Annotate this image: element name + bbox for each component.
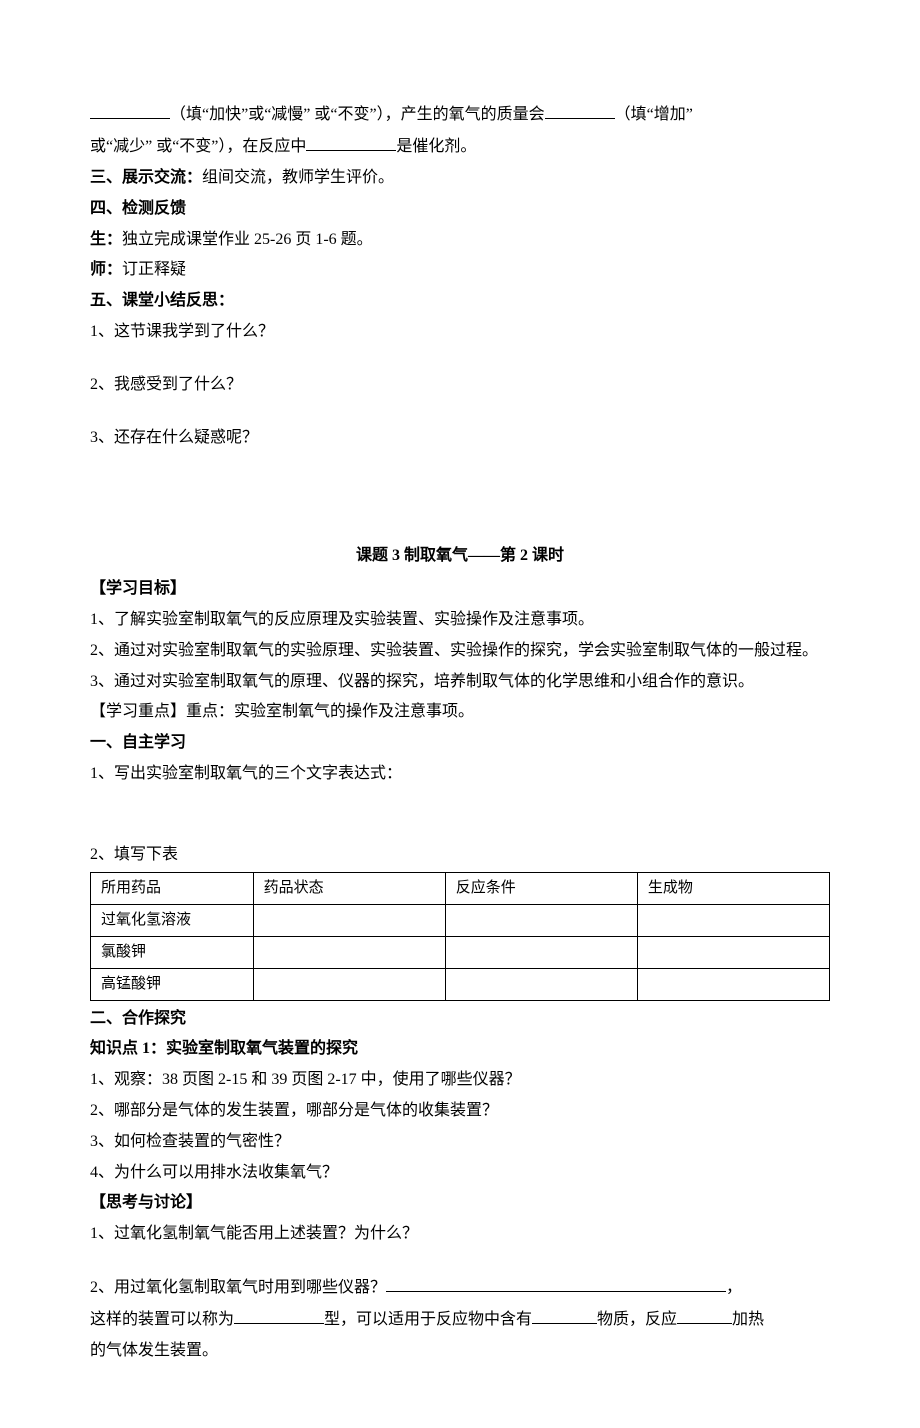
table-row: 高锰酸钾 <box>91 968 830 1000</box>
line-shi: 师：订正释疑 <box>90 256 830 285</box>
k1-item-3: 3、如何检查装置的气密性？ <box>90 1128 830 1157</box>
question-1: 1、这节课我学到了什么？ <box>90 318 830 347</box>
knowledge-point-1: 知识点 1：实验室制取氧气装置的探究 <box>90 1035 830 1064</box>
text-fragment: 物质，反应 <box>597 1311 677 1328</box>
task-2: 2、填写下表 <box>90 841 830 870</box>
k1-item-1: 1、观察：38 页图 2-15 和 39 页图 2-17 中，使用了哪些仪器？ <box>90 1066 830 1095</box>
text-fragment: 2、用过氧化氢制取氧气时用到哪些仪器？ <box>90 1279 386 1296</box>
lesson-title: 课题 3 制取氧气——第 2 课时 <box>90 542 830 571</box>
table-cell <box>445 904 637 936</box>
table-cell <box>253 936 445 968</box>
think-2: 2、用过氧化氢制取氧气时用到哪些仪器？ ， <box>90 1273 830 1303</box>
role-label: 生： <box>90 231 122 248</box>
blank-heat <box>677 1305 732 1324</box>
goal-1: 1、了解实验室制取氧气的反应原理及实验装置、实验操作及注意事项。 <box>90 606 830 635</box>
table-cell: 高锰酸钾 <box>91 968 254 1000</box>
role-text: 订正释疑 <box>122 261 186 278</box>
goal-3: 3、通过对实验室制取氧气的原理、仪器的探究，培养制取气体的化学思维和小组合作的意… <box>90 668 830 697</box>
table-cell <box>637 968 829 1000</box>
table-cell <box>253 968 445 1000</box>
text-fragment: 加热 <box>732 1311 764 1328</box>
role-label: 师： <box>90 261 122 278</box>
heading-3: 三、展示交流：组间交流，教师学生评价。 <box>90 164 830 193</box>
heading-5: 五、课堂小结反思： <box>90 287 830 316</box>
text-fragment: 型，可以适用于反应物中含有 <box>324 1311 532 1328</box>
blank-1 <box>90 100 170 119</box>
text-fragment: 是催化剂。 <box>396 138 476 155</box>
goals-header: 【学习目标】 <box>90 575 830 604</box>
k1-item-2: 2、哪部分是气体的发生装置，哪部分是气体的收集装置？ <box>90 1097 830 1126</box>
think-1: 1、过氧化氢制氧气能否用上述装置？为什么？ <box>90 1220 830 1249</box>
table-row: 氯酸钾 <box>91 936 830 968</box>
text-fragment: （填“加快”或“减慢” 或“不变”），产生的氧气的质量会 <box>170 106 545 123</box>
fill-line-1: （填“加快”或“减慢” 或“不变”），产生的氧气的质量会 （填“增加” <box>90 100 830 130</box>
think-header: 【思考与讨论】 <box>90 1189 830 1218</box>
heading-cooperation: 二、合作探究 <box>90 1005 830 1034</box>
text-fragment: ， <box>726 1279 742 1296</box>
table-header-cell: 药品状态 <box>253 872 445 904</box>
table-header-cell: 反应条件 <box>445 872 637 904</box>
blank-instruments <box>386 1273 726 1292</box>
table-cell <box>637 936 829 968</box>
blank-3 <box>306 132 396 151</box>
table-cell <box>253 904 445 936</box>
heading-4: 四、检测反馈 <box>90 195 830 224</box>
heading-autonomous: 一、自主学习 <box>90 729 830 758</box>
table-cell <box>445 936 637 968</box>
k1-item-4: 4、为什么可以用排水法收集氧气？ <box>90 1159 830 1188</box>
think-3: 这样的装置可以称为 型，可以适用于反应物中含有 物质，反应 加热 <box>90 1305 830 1335</box>
table-header-cell: 所用药品 <box>91 872 254 904</box>
heading-text: 组间交流，教师学生评价。 <box>202 169 394 186</box>
focus-line: 【学习重点】重点：实验室制氧气的操作及注意事项。 <box>90 698 830 727</box>
goal-2: 2、通过对实验室制取氧气的实验原理、实验装置、实验操作的探究，学会实验室制取气体… <box>90 637 830 666</box>
table-cell <box>445 968 637 1000</box>
table-cell: 氯酸钾 <box>91 936 254 968</box>
question-3: 3、还存在什么疑惑呢？ <box>90 424 830 453</box>
text-fragment: （填“增加” <box>615 106 693 123</box>
table-cell: 过氧化氢溶液 <box>91 904 254 936</box>
table-header-cell: 生成物 <box>637 872 829 904</box>
think-4: 的气体发生装置。 <box>90 1337 830 1366</box>
text-fragment: 这样的装置可以称为 <box>90 1311 234 1328</box>
table-header-row: 所用药品 药品状态 反应条件 生成物 <box>91 872 830 904</box>
blank-2 <box>545 100 615 119</box>
task-1: 1、写出实验室制取氧气的三个文字表达式： <box>90 760 830 789</box>
blank-matter <box>532 1305 597 1324</box>
question-2: 2、我感受到了什么？ <box>90 371 830 400</box>
heading-label: 三、展示交流： <box>90 169 202 186</box>
table-row: 过氧化氢溶液 <box>91 904 830 936</box>
line-sheng: 生：独立完成课堂作业 25-26 页 1-6 题。 <box>90 226 830 255</box>
blank-type <box>234 1305 324 1324</box>
text-fragment: 或“减少” 或“不变”），在反应中 <box>90 138 306 155</box>
chemicals-table: 所用药品 药品状态 反应条件 生成物 过氧化氢溶液 氯酸钾 高锰酸钾 <box>90 872 830 1001</box>
table-cell <box>637 904 829 936</box>
fill-line-2: 或“减少” 或“不变”），在反应中 是催化剂。 <box>90 132 830 162</box>
role-text: 独立完成课堂作业 25-26 页 1-6 题。 <box>122 231 373 248</box>
